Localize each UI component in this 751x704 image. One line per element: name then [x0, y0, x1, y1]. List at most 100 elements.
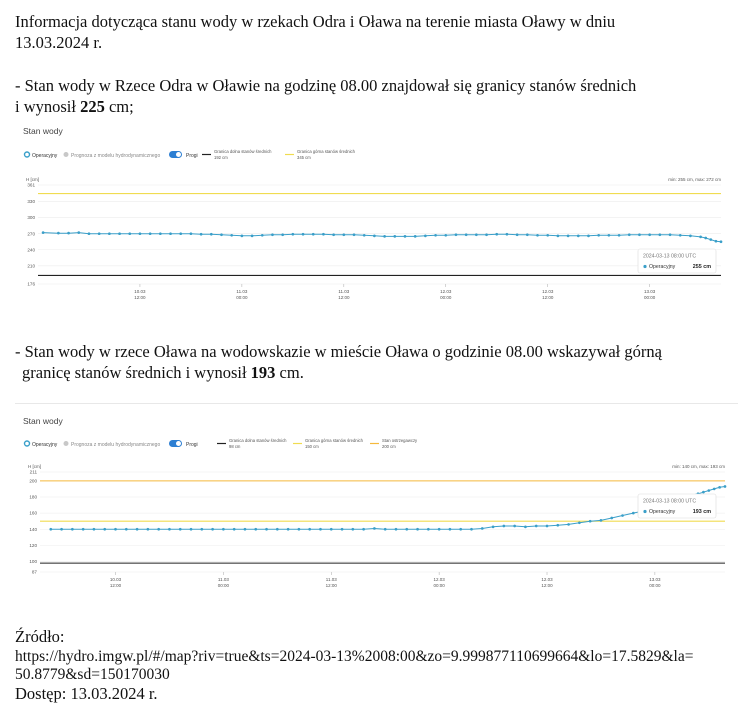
source-url-link-cont[interactable]: 50.8779&sd=150170030 — [15, 666, 170, 683]
data-point — [556, 234, 560, 238]
chart-title: Stan wody — [23, 126, 63, 136]
data-point — [491, 525, 495, 529]
data-point — [638, 233, 641, 237]
source-url-line-2[interactable]: 50.8779&sd=150170030 — [15, 665, 170, 685]
data-point — [362, 233, 366, 237]
data-point — [103, 527, 107, 531]
odra-text-prefix: i wynosił — [15, 97, 81, 116]
data-point — [329, 527, 333, 531]
y-axis-label: H [cm] — [28, 464, 41, 469]
legend-alarm-label: Stan ostrzegawczy — [382, 438, 418, 443]
toggle-knob-icon — [176, 441, 181, 446]
odra-text-line-2: i wynosił 225 cm; — [15, 97, 134, 117]
legend-forecast-label: Prognoza z modelu hydrodynamicznego — [71, 153, 160, 159]
olawa-text-prefix: granicę stanów średnich i wynosił — [22, 363, 251, 382]
x-tick-label-time: 00:00 — [434, 583, 446, 588]
legend-thresholds-label: Progi — [186, 442, 198, 448]
data-point — [524, 525, 527, 529]
data-point — [454, 233, 458, 237]
tooltip-box — [637, 248, 717, 274]
tooltip-date: 2024-03-13 08:00 UTC — [643, 499, 696, 505]
data-point — [230, 233, 234, 237]
data-point — [67, 231, 70, 235]
data-point — [57, 231, 60, 235]
data-point — [148, 232, 152, 236]
tooltip-date: 2024-03-13 08:00 UTC — [643, 254, 696, 260]
tooltip-series-icon — [643, 509, 647, 514]
x-tick-label-date: 10.03 — [110, 577, 122, 582]
data-point — [138, 232, 142, 236]
data-point — [135, 527, 139, 531]
data-point — [362, 527, 365, 531]
source-url-link[interactable]: https://hydro.imgw.pl/#/map?riv=true&ts=… — [15, 648, 694, 665]
x-tick-label-date: 12.03 — [542, 289, 554, 294]
x-tick-label-time: 00:00 — [236, 295, 248, 300]
y-tick-label: 140 — [29, 527, 37, 532]
x-tick-label-date: 11.03 — [326, 577, 337, 582]
data-point — [222, 527, 225, 531]
data-point — [607, 233, 611, 237]
min-max-label: min: 140 cm, max: 193 cm — [672, 464, 725, 469]
data-point — [128, 232, 132, 236]
data-point — [158, 232, 162, 236]
legend-forecast-label: Prognoza z modelu hydrodynamicznego — [71, 442, 160, 448]
data-point — [416, 527, 419, 531]
x-tick-label-time: 00:00 — [649, 583, 661, 588]
chart-title: Stan wody — [23, 416, 63, 426]
y-tick-label: 270 — [27, 231, 35, 236]
data-point — [322, 232, 325, 236]
y-tick-label: 160 — [29, 511, 37, 516]
data-point — [373, 527, 376, 530]
data-point — [286, 527, 290, 531]
data-point — [200, 527, 204, 531]
tooltip-value: 193 cm — [693, 509, 711, 515]
x-tick-label-date: 12.03 — [541, 577, 553, 582]
x-tick-label-time: 00:00 — [440, 295, 452, 300]
data-point — [515, 233, 519, 237]
source-url-line-1[interactable]: https://hydro.imgw.pl/#/map?riv=true&ts=… — [15, 647, 693, 667]
legend-lower-label: Granica dolna stanów średnich — [229, 438, 287, 443]
x-tick-label-date: 11.03 — [236, 289, 247, 294]
data-point — [597, 233, 601, 237]
data-point — [588, 519, 592, 523]
odra-chart-svg: Stan wody Operacyjny Prognoza z modelu hyd… — [23, 126, 723, 300]
data-point — [311, 232, 315, 236]
data-point — [394, 527, 398, 531]
data-point — [308, 527, 312, 531]
data-point — [546, 233, 550, 237]
data-point — [373, 234, 376, 238]
data-point — [485, 233, 488, 237]
x-tick-label-date: 10.03 — [134, 289, 146, 294]
x-tick-label-time: 00:00 — [644, 295, 656, 300]
data-point — [578, 521, 581, 525]
x-tick-label-time: 12:00 — [338, 295, 350, 300]
y-tick-label: 300 — [27, 215, 35, 220]
data-point — [617, 233, 621, 237]
data-point — [474, 233, 478, 237]
x-tick-label-time: 00:00 — [218, 583, 230, 588]
data-point — [232, 527, 236, 531]
data-point — [576, 234, 580, 238]
y-tick-label: 120 — [29, 543, 37, 548]
tooltip-series-label: Operacyjny — [649, 264, 676, 270]
data-point — [199, 232, 203, 236]
x-tick-label-time: 12:00 — [326, 583, 338, 588]
data-point — [332, 233, 335, 237]
data-point — [712, 487, 716, 491]
data-point — [566, 234, 570, 238]
tooltip-series-icon — [643, 264, 647, 269]
data-point — [480, 527, 484, 530]
data-point — [704, 236, 708, 240]
tooltip-value: 255 cm — [693, 264, 711, 270]
olawa-chart-svg: Stan wody Operacyjny Prognoza z modelu hyd… — [23, 416, 727, 588]
data-point — [265, 527, 268, 531]
x-tick-label-date: 13.03 — [644, 289, 656, 294]
data-point — [545, 524, 549, 528]
data-point — [723, 485, 727, 488]
data-point — [631, 511, 635, 515]
y-tick-label: 176 — [27, 282, 35, 287]
data-point — [179, 232, 183, 236]
data-point — [699, 235, 702, 239]
data-point — [319, 527, 322, 531]
data-point — [124, 527, 128, 531]
